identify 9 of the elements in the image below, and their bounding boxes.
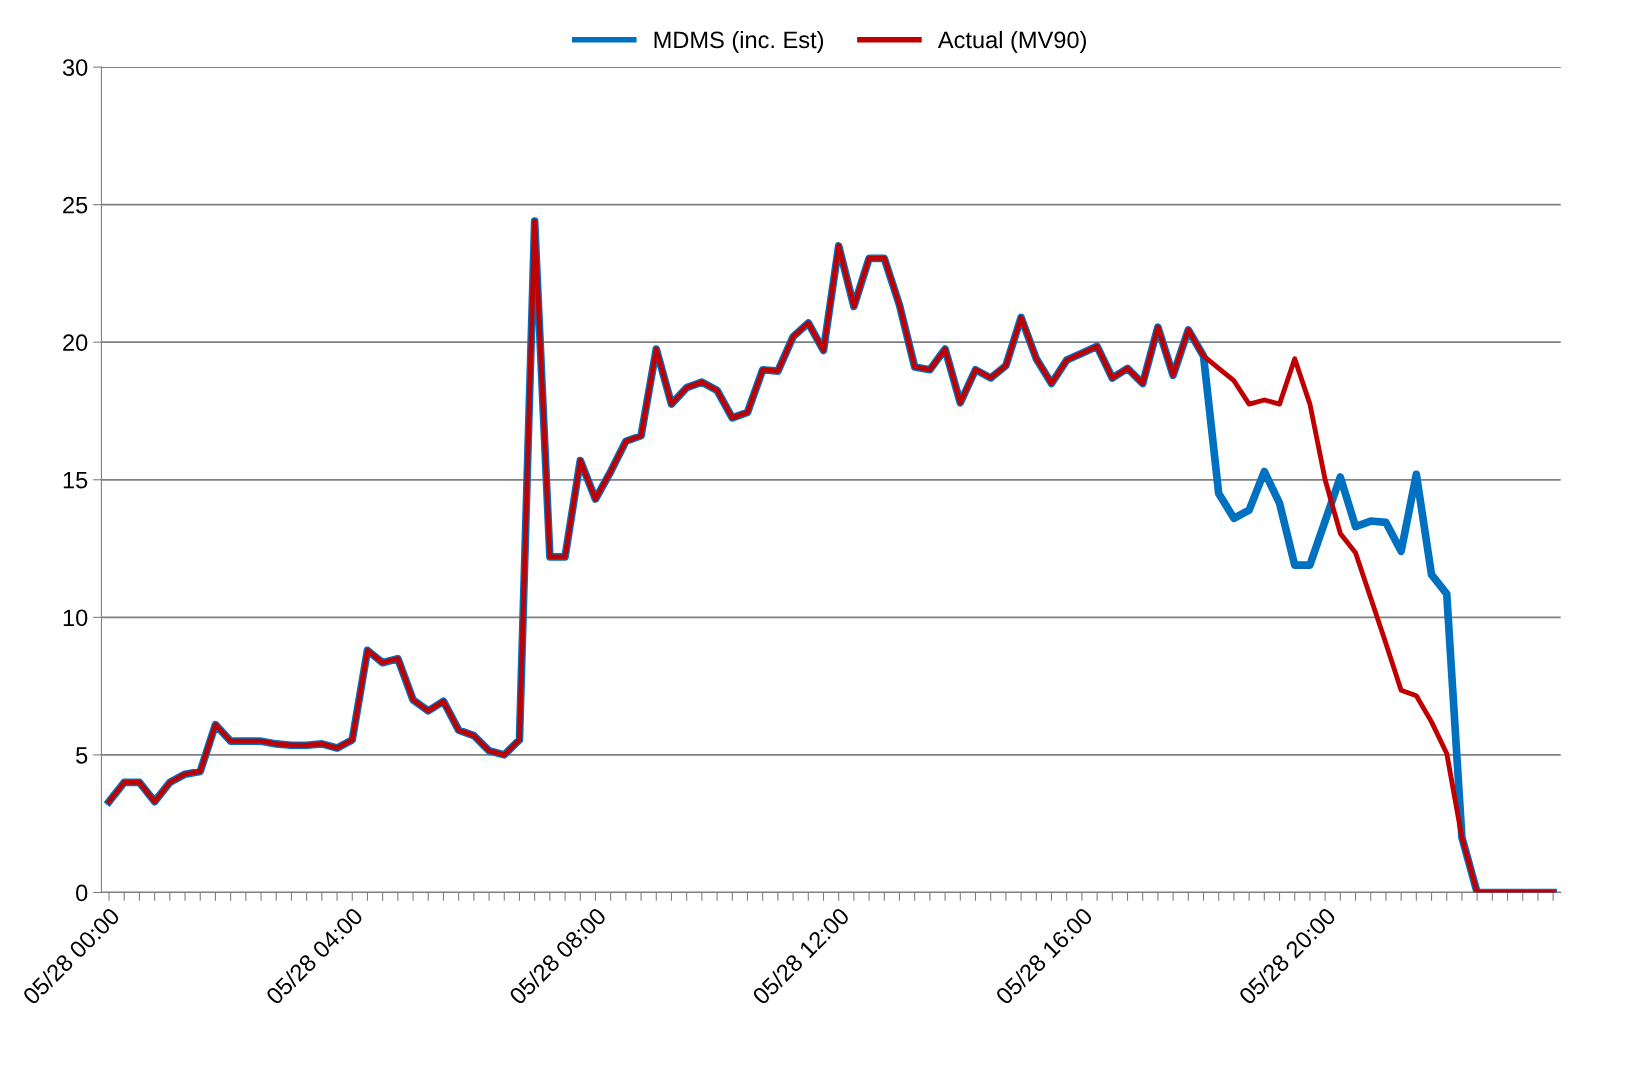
y-tick-label: 25 [63, 196, 88, 214]
y-tick-label: 5 [76, 747, 88, 764]
y-tick-label: 15 [63, 472, 88, 489]
y-tick-label: 20 [63, 334, 88, 352]
y-tick-label: 10 [63, 609, 88, 627]
legend-label: MDMS (inc. Est) [654, 30, 824, 53]
y-tick-label: 0 [76, 884, 88, 902]
y-tick-label: 30 [62, 59, 88, 76]
legend-label: Actual (MV90) [937, 30, 1086, 53]
